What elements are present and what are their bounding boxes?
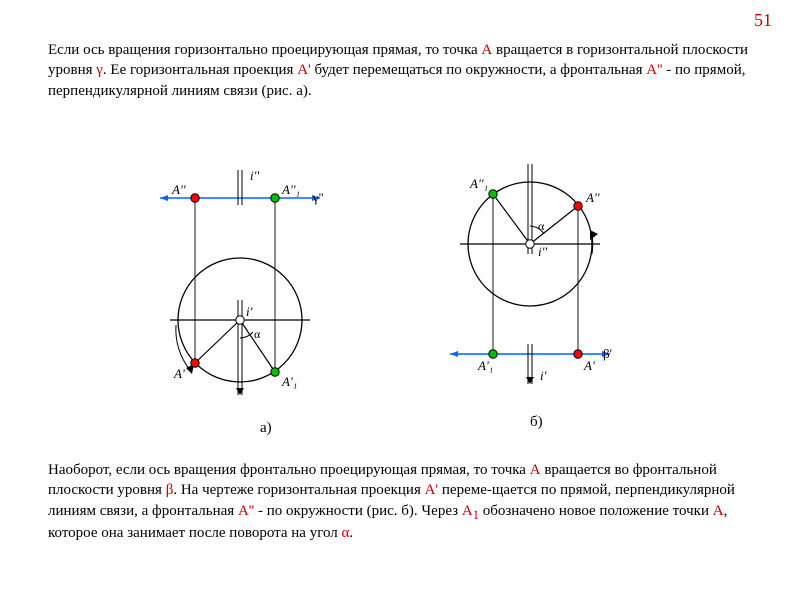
- pb-A1: А1: [462, 503, 479, 519]
- svg-text:i': i': [540, 368, 547, 383]
- svg-text:γ'': γ'': [312, 190, 323, 205]
- pt-App: А'': [646, 62, 662, 78]
- pb-A2: А: [713, 503, 724, 519]
- pb-A: А: [530, 462, 541, 478]
- t: - по окружности (рис. б). Через: [254, 503, 462, 519]
- figure-a: А'' А''₁ А' А'₁ i' i'' γ'' α: [130, 150, 350, 410]
- figure-b: А''₁ А'' А'₁ А' i' i'' β' α: [420, 144, 640, 404]
- svg-text:А''₁: А''₁: [281, 182, 300, 197]
- svg-text:А''₁: А''₁: [469, 176, 488, 191]
- svg-text:А'': А'': [585, 190, 600, 205]
- pb-App: А'': [238, 503, 254, 519]
- t: Наоборот, если ось вращения фронтально п…: [48, 462, 530, 478]
- pb-Ap: А': [425, 482, 439, 498]
- caption-b: б): [530, 414, 543, 431]
- t: Если ось вращения горизонтально проециру…: [48, 42, 481, 58]
- pt-Ap: А': [297, 62, 311, 78]
- svg-text:А': А': [583, 358, 595, 373]
- t: обозначено новое положение точки: [479, 503, 713, 519]
- svg-text:α: α: [538, 219, 545, 233]
- paragraph-bottom: Наоборот, если ось вращения фронтально п…: [48, 460, 758, 544]
- page-number: 51: [754, 10, 772, 31]
- svg-text:А'': А'': [171, 182, 186, 197]
- svg-text:А': А': [173, 366, 185, 381]
- svg-text:i': i': [246, 304, 253, 319]
- svg-text:А'₁: А'₁: [477, 358, 493, 373]
- paragraph-top: Если ось вращения горизонтально проециру…: [48, 40, 758, 101]
- svg-text:А'₁: А'₁: [281, 374, 297, 389]
- t: . На чертеже горизонтальная проекция: [173, 482, 424, 498]
- svg-text:i'': i'': [538, 244, 547, 259]
- figures: А'' А''₁ А' А'₁ i' i'' γ'' α А''₁ А'' А'₁ А' i' i'' β…: [130, 150, 670, 440]
- t: . Ее горизонтальная проекция: [103, 62, 297, 78]
- t: .: [349, 525, 353, 541]
- svg-text:β': β': [603, 346, 612, 361]
- caption-a: а): [260, 420, 272, 437]
- svg-text:α: α: [254, 327, 261, 341]
- t: будет перемещаться по окружности, а фрон…: [311, 62, 647, 78]
- pt-gamma: γ: [96, 62, 103, 78]
- pt-A: А: [481, 42, 492, 58]
- svg-text:i'': i'': [250, 168, 259, 183]
